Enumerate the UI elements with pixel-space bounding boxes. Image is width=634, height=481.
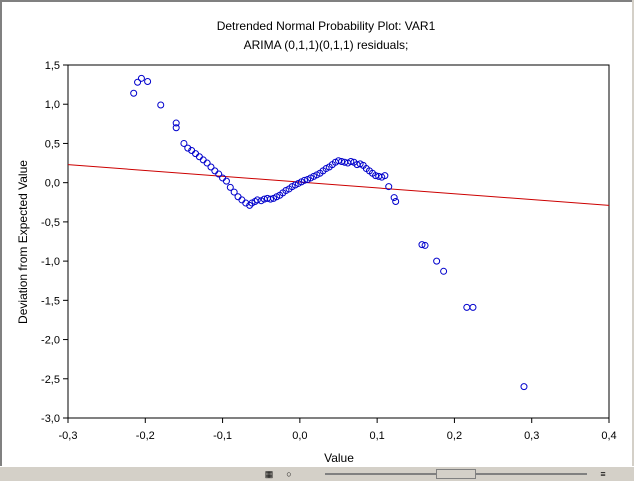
bottom-toolbar: ▦ ○ ≡ [0,466,634,481]
data-point [335,157,342,165]
data-point [207,163,215,171]
y-axis: 1,5 1,0 0,5 0,0 -0,5 -1,0 -1,5 -2,0 -2,5 -3,0 [41,60,68,425]
data-point [215,170,223,178]
x-tick-label: -0,3 [59,430,78,442]
data-point [137,74,145,82]
data-point [203,159,211,167]
y-tick-label: 1,5 [45,60,60,72]
resize-grip-icon[interactable]: ≡ [600,469,606,479]
reference-line [67,164,610,206]
y-tick-label: -2,5 [41,374,60,386]
data-point [222,177,230,185]
data-point [226,183,234,191]
data-point [172,119,180,127]
y-tick-label: 1,0 [45,99,60,111]
data-point [390,194,398,202]
zoom-icon[interactable]: ▦ [264,469,274,479]
data-point [172,124,180,132]
data-points [130,74,528,391]
graph-window: Detrended Normal Probability Plot: VAR1 … [0,0,632,466]
data-point [184,144,192,152]
x-tick-label: 0,3 [524,430,539,442]
data-point [520,383,528,391]
data-point [230,188,238,196]
data-point [385,183,393,191]
data-point [266,195,274,203]
y-tick-label: -0,5 [41,217,60,229]
data-point [134,78,142,86]
y-tick-label: 0,5 [45,138,60,150]
y-tick-label: -3,0 [41,413,60,425]
y-axis-label: Deviation from Expected Value [16,160,30,324]
data-point [144,77,152,85]
x-axis: -0,3 -0,2 -0,1 0,0 0,1 0,2 0,3 0,4 [59,418,617,442]
cursor-icon[interactable]: ○ [286,469,292,479]
data-point [372,172,380,180]
x-axis-label: Value [324,451,354,465]
x-tick-label: -0,1 [213,430,232,442]
data-point [440,267,448,275]
y-tick-label: -2,0 [41,335,60,347]
data-point [418,241,426,249]
data-point [392,197,400,205]
y-tick-label: -1,0 [41,256,60,268]
scroll-thumb[interactable] [436,469,476,479]
data-point [130,89,138,97]
data-point [253,196,261,204]
x-tick-label: 0,0 [292,430,307,442]
y-tick-label: 0,0 [45,178,60,190]
x-tick-label: 0,1 [369,430,384,442]
x-tick-label: -0,2 [136,430,155,442]
data-point [246,201,254,209]
data-point [338,157,346,165]
data-point [381,172,389,180]
data-point [300,176,308,184]
data-point [180,139,188,147]
data-point [469,303,477,311]
data-point [157,101,165,109]
x-tick-label: 0,2 [447,430,462,442]
y-tick-label: -1,5 [41,295,60,307]
data-point [433,257,441,265]
x-tick-label: 0,4 [601,430,616,442]
data-point [347,157,355,165]
plot-area [67,64,610,419]
chart-subtitle: ARIMA (0,1,1)(0,1,1) residuals; [244,38,409,52]
detrended-probability-plot: Detrended Normal Probability Plot: VAR1 … [16,19,617,465]
chart-title: Detrended Normal Probability Plot: VAR1 [217,19,436,33]
data-point [421,241,429,249]
